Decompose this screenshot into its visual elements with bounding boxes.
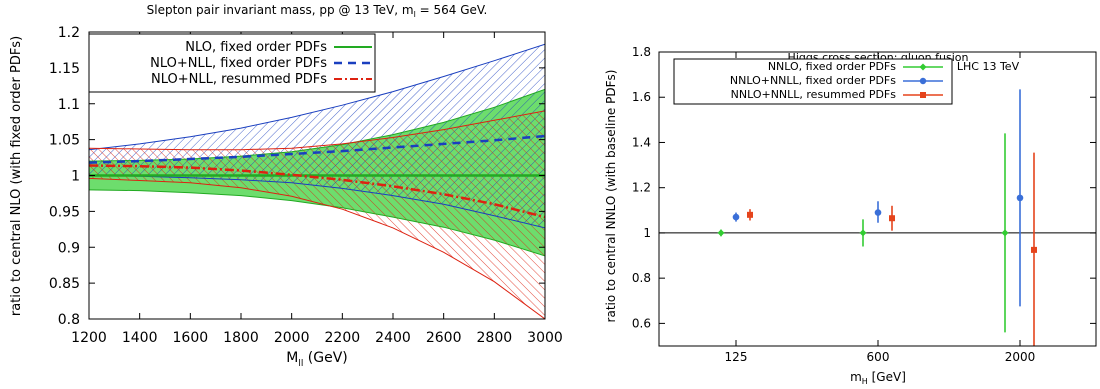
left-y-tick-label: 0.8 [58, 312, 80, 328]
left-y-tick-label: 0.95 [49, 204, 80, 220]
right-point-marker [889, 215, 895, 222]
left-x-tick-label: 2200 [325, 330, 361, 346]
left-chart-title: Slepton pair invariant mass, pp @ 13 TeV… [147, 3, 488, 19]
right-x-tick-label: 2000 [1005, 350, 1036, 364]
right-y-tick-label: 1 [643, 226, 651, 240]
left-x-tick-label: 1800 [223, 330, 259, 346]
right-point-marker [747, 211, 753, 218]
right-legend-label: NNLO+NNLL, resummed PDFs [731, 88, 897, 101]
right-y-tick-label: 0.8 [632, 271, 651, 285]
left-plot-frame [88, 31, 546, 320]
left-x-tick-label: 2000 [274, 330, 310, 346]
left-x-tick-label: 1200 [71, 330, 107, 346]
left-band-edge [89, 189, 545, 257]
left-band-edge [89, 175, 545, 229]
right-y-tick-label: 1.8 [632, 45, 651, 59]
right-point-marker [1001, 229, 1009, 237]
left-series-line-1 [89, 134, 545, 164]
right-point-marker [717, 229, 725, 237]
left-legend-box [88, 33, 376, 93]
right-x-axis-label: mH [GeV] [850, 370, 906, 386]
left-series-line-2 [89, 164, 545, 219]
right-y-tick-label: 0.6 [632, 316, 651, 330]
left-series-lines [89, 43, 545, 319]
right-annotation: LHC 13 TeV [957, 60, 1020, 73]
left-band-edge [89, 110, 545, 151]
right-legend-label: NNLO+NNLL, fixed order PDFs [730, 74, 896, 87]
left-y-tick-label: 1 [71, 169, 80, 185]
right-y-tick-label: 1.4 [632, 135, 651, 149]
right-y-tick-label: 1.2 [632, 181, 651, 195]
left-chart: Slepton pair invariant mass, pp @ 13 TeV… [9, 3, 563, 369]
right-point-marker [1016, 194, 1024, 202]
left-legend-label: NLO, fixed order PDFs [185, 40, 327, 55]
left-x-tick-label: 3000 [527, 330, 563, 346]
right-legend-marker [919, 63, 927, 71]
left-y-tick-label: 0.85 [49, 276, 80, 292]
left-band-2 [89, 110, 545, 319]
left-x-tick-label: 2800 [477, 330, 513, 346]
left-x-tick-label: 1400 [122, 330, 158, 346]
right-legend-label: NNLO, fixed order PDFs [768, 60, 896, 73]
left-y-axis-label: ratio to central NLO (with fixed order P… [9, 36, 24, 316]
left-legend: NLO, fixed order PDFs NLO+NLL, fixed ord… [88, 33, 376, 93]
right-point-marker [859, 229, 867, 237]
left-legend-label: NLO+NLL, resummed PDFs [151, 72, 327, 87]
left-x-tick-label: 2400 [375, 330, 411, 346]
left-y-tick-label: 1.15 [49, 61, 80, 77]
right-y-axis-label: ratio to central NNLO (with baseline PDF… [604, 70, 618, 323]
left-y-tick-label: 1.1 [58, 97, 80, 113]
right-point-marker [732, 213, 740, 221]
left-band-edge [89, 43, 545, 151]
right-plot-frame [658, 51, 1097, 347]
right-legend-marker [919, 77, 927, 85]
left-legend-label: NLO+NLL, fixed order PDFs [150, 56, 327, 71]
right-point-marker [874, 209, 882, 216]
right-y-tick-label: 1.6 [632, 90, 651, 104]
right-x-tick-label: 125 [725, 350, 748, 364]
right-error-bars [717, 89, 1037, 346]
right-chart: Higgs cross section: gluon fusion 0.60.8… [604, 45, 1097, 386]
right-legend-marker [920, 92, 926, 98]
left-y-tick-label: 1.2 [58, 25, 80, 41]
left-x-tick-label: 1600 [173, 330, 209, 346]
right-x-tick-label: 600 [867, 350, 890, 364]
right-legend: NNLO, fixed order PDFs NNLO+NNLL, fixed … [673, 58, 1020, 105]
left-band-edge [89, 177, 545, 319]
right-axis-ticks: 0.6 0.8 1 1.2 1.4 1.6 1.8 125 600 2000 [632, 45, 1096, 364]
left-x-tick-label: 2600 [426, 330, 462, 346]
left-x-axis-label: Mll (GeV) [286, 350, 348, 369]
left-bands [89, 44, 545, 319]
right-point-marker [1031, 246, 1037, 253]
left-axis-ticks: 1200 1400 1600 1800 2000 2200 2400 2600 2800 3000… [49, 25, 563, 346]
left-y-tick-label: 1.05 [49, 133, 80, 149]
left-y-tick-label: 0.9 [58, 240, 80, 256]
